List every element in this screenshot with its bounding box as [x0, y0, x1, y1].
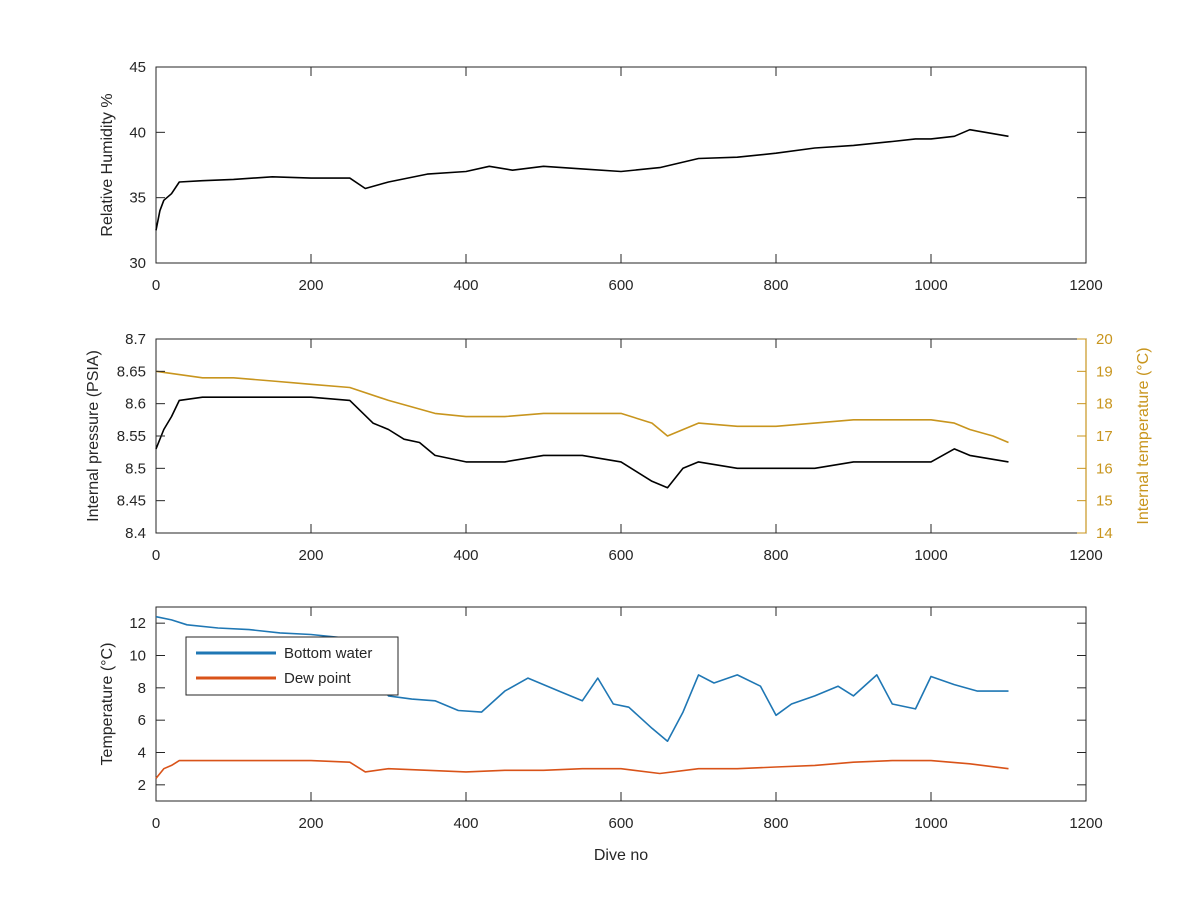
legend-label-dew-point: Dew point: [284, 670, 352, 687]
humidity-plot-frame: [155, 66, 1087, 264]
series-line-1-0: [155, 396, 1009, 489]
x-tick-label: 600: [608, 815, 633, 832]
y-tick-label: 8.65: [117, 363, 146, 380]
x-tick-label: 1000: [914, 277, 947, 294]
humidity-y-axis-label: Relative Humidity %: [99, 93, 116, 236]
x-tick-label: 200: [298, 815, 323, 832]
humidity-panel: 0 200 400 600 800 1000 1200 30 35 40 45 Relative …: [99, 59, 1103, 294]
x-tick-label: 800: [763, 815, 788, 832]
x-tick-label: 200: [298, 277, 323, 294]
x-tick-label: 200: [298, 547, 323, 564]
y-right-tick-label: 18: [1096, 396, 1113, 413]
legend-box: [185, 636, 399, 696]
x-tick-label: 0: [152, 547, 160, 564]
x-tick-label: 1200: [1069, 547, 1102, 564]
x-tick-label: 800: [763, 277, 788, 294]
internal-temperature-y-axis-label: Internal temperature (°C): [1135, 347, 1152, 524]
y-tick-label: 30: [129, 255, 146, 272]
temperature-panel: 0 200 400 600 800 1000 1200 2 4 6 8 10 12 Temperatu…: [99, 606, 1103, 864]
y-tick-label: 4: [138, 745, 146, 762]
y-right-tick-label: 14: [1096, 525, 1113, 542]
temperature-x-ticks: 0 200 400 600 800 1000 1200: [152, 607, 1103, 832]
temperature-plot-frame: [155, 606, 1087, 802]
pressure-y-ticks: 8.4 8.45 8.5 8.55 8.6 8.65 8.7: [117, 331, 165, 542]
x-tick-label: 400: [453, 547, 478, 564]
temperature-x-axis-label: Dive no: [594, 847, 648, 864]
pressure-temperature-panel: 0 200 400 600 800 1000 1200 8.48.458.58.558.68…: [85, 331, 1152, 564]
y-tick-label: 8.7: [125, 331, 146, 348]
internal-temperature-y-ticks: 14 15 16 17 18 19 20: [1077, 331, 1113, 542]
pressure-temperature-series-layer: [155, 370, 1009, 489]
y-right-tick-label: 17: [1096, 428, 1113, 445]
legend-label-bottom-water: Bottom water: [284, 645, 372, 662]
y-tick-label: 40: [129, 124, 146, 141]
y-right-tick-label: 19: [1096, 363, 1113, 380]
y-tick-label: 35: [129, 190, 146, 207]
x-tick-label: 1200: [1069, 815, 1102, 832]
humidity-y-ticks: 30 35 40 45: [129, 59, 1086, 272]
y-tick-label: 8.4: [125, 525, 146, 542]
x-tick-label: 400: [453, 815, 478, 832]
x-tick-label: 400: [453, 277, 478, 294]
y-right-tick-label: 15: [1096, 493, 1113, 510]
x-tick-label: 1000: [914, 547, 947, 564]
x-tick-label: 1000: [914, 815, 947, 832]
legend: Bottom water Dew point: [185, 636, 399, 696]
y-tick-label: 6: [138, 712, 146, 729]
x-tick-label: 0: [152, 815, 160, 832]
y-right-tick-label: 20: [1096, 331, 1113, 348]
temperature-y-axis-label: Temperature (°C): [99, 643, 116, 766]
y-tick-label: 45: [129, 59, 146, 76]
x-tick-label: 0: [152, 277, 160, 294]
y-tick-label: 8: [138, 680, 146, 697]
series-line-2-1: [155, 759, 1009, 779]
pressure-y-axis-label: Internal pressure (PSIA): [85, 350, 102, 522]
x-tick-label: 1200: [1069, 277, 1102, 294]
y-tick-label: 8.5: [125, 460, 146, 477]
humidity-series-layer: [155, 128, 1009, 231]
y-tick-label: 12: [129, 615, 146, 632]
x-tick-label: 800: [763, 547, 788, 564]
x-tick-label: 600: [608, 277, 633, 294]
pressure-x-ticks: 0 200 400 600 800 1000 1200: [152, 339, 1103, 564]
y-tick-label: 10: [129, 648, 146, 665]
y-tick-label: 8.45: [117, 493, 146, 510]
series-line-0-0: [155, 128, 1009, 231]
humidity-x-ticks: 0 200 400 600 800 1000 1200: [152, 67, 1103, 294]
y-tick-label: 8.55: [117, 428, 146, 445]
y-tick-label: 8.6: [125, 396, 146, 413]
temperature-y-ticks: 2 4 6 8 10 12: [129, 615, 1086, 794]
pressure-plot-frame: [155, 338, 1087, 534]
x-tick-label: 600: [608, 547, 633, 564]
y-right-tick-label: 16: [1096, 460, 1113, 477]
y-tick-label: 2: [138, 777, 146, 794]
series-line-1-1: [155, 370, 1009, 444]
